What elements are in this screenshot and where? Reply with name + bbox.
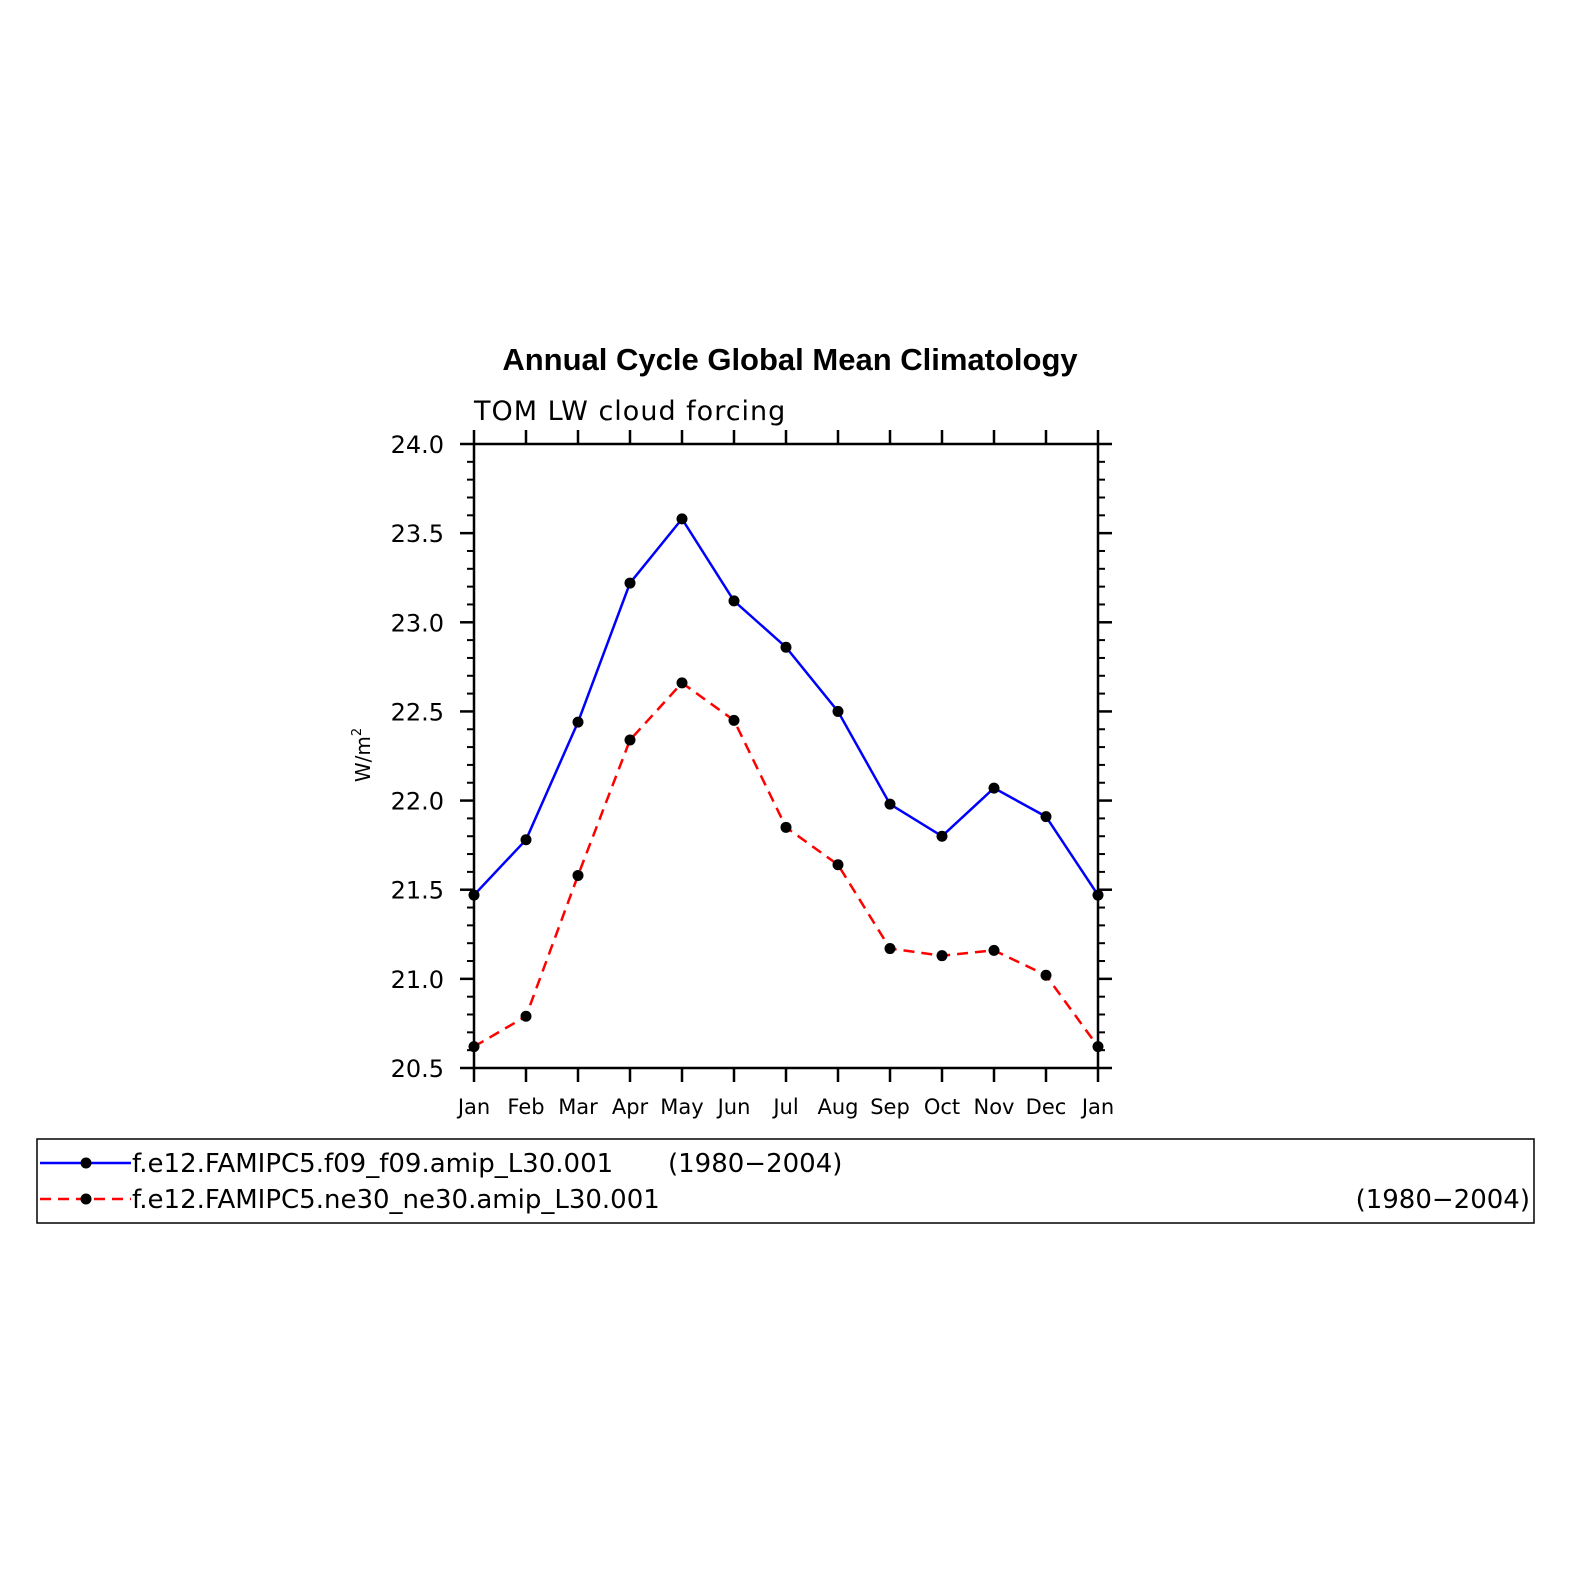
series-2-point <box>520 1010 532 1022</box>
y-axis-label-superscript: 2 <box>350 728 365 736</box>
series-2-point <box>468 1041 480 1053</box>
series-2-point <box>1040 969 1052 981</box>
x-tick-label: Jan <box>456 1095 490 1119</box>
series-1-point <box>832 705 844 717</box>
y-axis-label-text: W/m <box>351 736 375 782</box>
legend-label-1: f.e12.FAMIPC5.f09_f09.amip_L30.001 <box>132 1149 613 1179</box>
x-tick-label: Nov <box>974 1095 1015 1119</box>
series-2-point <box>572 869 584 881</box>
series-1-point <box>884 798 896 810</box>
series-2-point <box>780 821 792 833</box>
series-line-2 <box>473 681 1100 1048</box>
x-tick-label: Jan <box>1080 1095 1114 1119</box>
series-2-point <box>936 950 948 962</box>
legend: f.e12.FAMIPC5.f09_f09.amip_L30.001 (1980−… <box>36 1138 1535 1224</box>
x-tick-label: Jul <box>771 1095 798 1119</box>
legend-marker-2 <box>80 1193 92 1205</box>
series-1-point <box>936 830 948 842</box>
y-tick-label: 22.5 <box>391 698 444 726</box>
legend-period-1: (1980−2004) <box>668 1149 842 1179</box>
legend-period-2: (1980−2004) <box>1356 1185 1530 1215</box>
x-tick-label: May <box>660 1095 703 1119</box>
series-1-point <box>624 577 636 589</box>
series-2-point <box>832 859 844 871</box>
series-1-point <box>520 834 532 846</box>
x-tick-label: Mar <box>558 1095 598 1119</box>
x-tick-label: Feb <box>507 1095 544 1119</box>
legend-label-2: f.e12.FAMIPC5.ne30_ne30.amip_L30.001 <box>132 1185 660 1215</box>
x-tick-label: Oct <box>924 1095 960 1119</box>
series-2-point <box>1092 1041 1104 1053</box>
x-tick-labels: Jan Feb Mar Apr May Jun Jul Aug Sep Oct Nov Dec Jan <box>456 1095 1114 1119</box>
y-tick-label: 24.0 <box>391 431 444 459</box>
y-tick-label: 21.0 <box>391 966 444 994</box>
x-tick-label: Sep <box>870 1095 910 1119</box>
legend-box <box>36 1138 1535 1224</box>
y-tick-label: 23.5 <box>391 520 444 548</box>
y-axis-label: W/m2 <box>350 728 375 782</box>
series-1-point <box>1092 889 1104 901</box>
series-group <box>468 513 1104 1053</box>
x-tick-label: Dec <box>1026 1095 1067 1119</box>
series-1-point <box>676 513 688 525</box>
x-tick-label: Apr <box>612 1095 649 1119</box>
svg-text:W/m2: W/m2 <box>350 728 375 782</box>
plot-axes <box>472 442 1100 1070</box>
series-2-point <box>728 714 740 726</box>
x-tick-label: Jun <box>716 1095 751 1119</box>
y-tick-label: 20.5 <box>391 1055 444 1083</box>
series-1-point <box>1040 811 1052 823</box>
axis-ticks <box>460 430 1112 1082</box>
y-tick-labels: 20.5 21.0 21.5 22.0 22.5 23.0 23.5 24.0 <box>391 431 444 1083</box>
series-1-point <box>728 595 740 607</box>
series-1-point <box>780 641 792 653</box>
legend-entries: f.e12.FAMIPC5.f09_f09.amip_L30.001 (1980−… <box>40 1149 1530 1215</box>
x-tick-label: Aug <box>817 1095 858 1119</box>
series-1-point <box>572 716 584 728</box>
series-1-point <box>468 889 480 901</box>
y-tick-label: 21.5 <box>391 877 444 905</box>
chart-subtitle: TOM LW cloud forcing <box>473 396 786 427</box>
y-tick-label: 23.0 <box>391 609 444 637</box>
plot-frame <box>472 442 1100 1070</box>
series-2-point <box>676 677 688 689</box>
series-line-1 <box>473 516 1100 896</box>
series-2-point <box>884 943 896 955</box>
legend-marker-1 <box>80 1157 92 1169</box>
y-tick-label: 22.0 <box>391 788 444 816</box>
series-2-point <box>624 734 636 746</box>
chart-title: Annual Cycle Global Mean Climatology <box>502 342 1078 377</box>
series-1-point <box>988 782 1000 794</box>
series-2-point <box>988 944 1000 956</box>
